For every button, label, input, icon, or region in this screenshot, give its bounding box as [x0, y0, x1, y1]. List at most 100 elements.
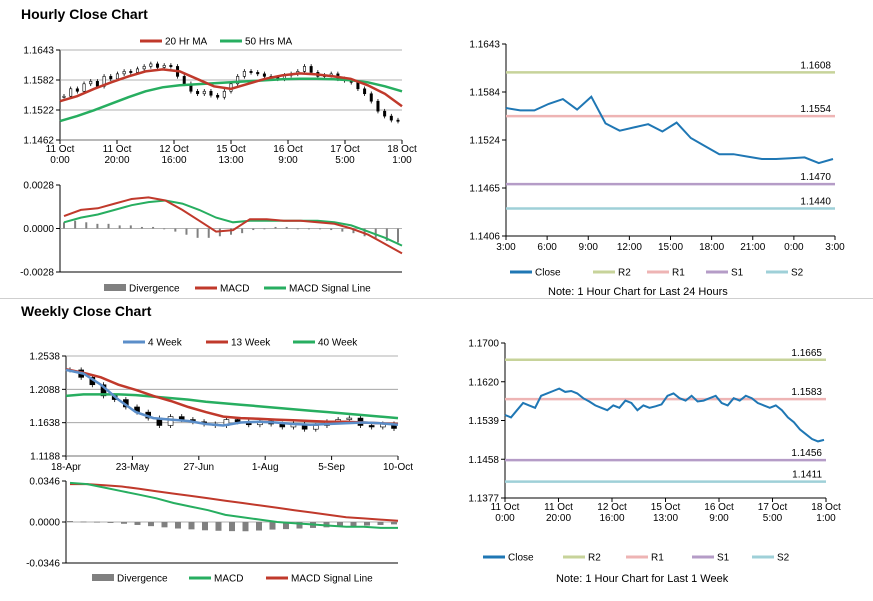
hourly-price-x-tick-label: 11 Oct [46, 144, 75, 155]
weekly-macd-divergence-bar [269, 522, 276, 530]
weekly-macd-signal-line [70, 483, 399, 522]
legend-hourly-macd-label: MACD [220, 284, 249, 295]
weekly-price-y-tick-label: 1.2538 [29, 352, 60, 363]
weekly-macd-divergence-bar [296, 522, 303, 529]
h24-level-label-s1: 1.1470 [800, 172, 831, 183]
hourly-section-title: Hourly Close Chart [21, 6, 148, 22]
hourly-price-candle-body [222, 90, 226, 98]
weekly-40w-line [65, 393, 399, 420]
legend-w1-r2-label: R2 [588, 553, 601, 564]
weekly-macd-divergence-bar [256, 522, 262, 531]
w1-x-tick-label: 1:00 [816, 513, 836, 524]
weekly-macd-divergence-bar [215, 522, 222, 531]
hourly-macd-divergence-bar [341, 228, 344, 232]
w1-close-line [504, 387, 825, 443]
weekly-price-y-tick-label: 1.1638 [29, 418, 60, 429]
h24-y-tick-label: 1.1465 [469, 184, 500, 195]
legend-h24-r1-label: R1 [672, 268, 685, 279]
hourly-macd-divergence-bar [252, 228, 255, 231]
w1-y-tick-label: 1.1458 [468, 455, 499, 466]
hourly-price-candle-body [309, 66, 313, 73]
hourly-macd-divergence-bar [163, 228, 166, 230]
hourly-price-candle-body [129, 71, 133, 73]
weekly-macd-divergence-bar [107, 522, 114, 523]
weekly-macd-divergence-bar [121, 522, 127, 524]
weekly-macd-divergence-bar [175, 522, 181, 529]
w1-x-tick-label: 16:00 [599, 513, 624, 524]
section-divider [0, 298, 873, 299]
legend-weekly-divergence-swatch [92, 574, 114, 581]
note-24h: Note: 1 Hour Chart for Last 24 Hours [548, 286, 728, 298]
h24-y-tick-label: 1.1406 [469, 232, 500, 243]
hourly-price-candle-body [376, 100, 380, 112]
hourly-macd-divergence-bar [118, 225, 121, 229]
hourly-ma50-line [59, 77, 403, 123]
w1-x-tick-label: 17 Oct [758, 502, 788, 513]
h24-y-tick-label: 1.1643 [469, 40, 500, 51]
h24-x-tick-label: 15:00 [658, 242, 683, 253]
hourly-macd-divergence-bar [374, 228, 377, 238]
w1-level-label-r2: 1.1665 [791, 348, 822, 359]
hourly-price-x-tick-label: 13:00 [218, 155, 243, 166]
weekly-macd-divergence-bar [134, 522, 141, 525]
legend-h24-s2-label: S2 [791, 268, 804, 279]
h24-level-label-r1: 1.1554 [800, 104, 831, 115]
hourly-price-candle-body [75, 88, 79, 92]
weekly-price-candle-body [312, 425, 319, 430]
note-1w: Note: 1 Hour Chart for Last 1 Week [556, 573, 729, 585]
hourly-price-x-tick-label: 9:00 [278, 155, 298, 166]
hourly-price-candle-body [69, 88, 73, 97]
hourly-macd-divergence-bar [96, 223, 99, 229]
legend-weekly-13w-label: 13 Week [231, 338, 271, 349]
legend-hourly-ma50-label: 50 Hrs MA [245, 37, 293, 48]
hourly-price-candle-body [236, 76, 240, 85]
hourly-price-x-tick-label: 17 Oct [330, 144, 360, 155]
hourly-macd-divergence-bar [207, 228, 210, 238]
weekly-macd-divergence-bar [377, 522, 384, 525]
hourly-price-x-tick-label: 16 Oct [273, 144, 303, 155]
weekly-price-x-tick-label: 23-May [116, 462, 149, 473]
hourly-macd-y-tick-label: -0.0028 [20, 268, 54, 279]
weekly-macd-y-tick-label: -0.0346 [26, 559, 60, 570]
h24-x-tick-label: 6:00 [537, 242, 557, 253]
w1-x-tick-label: 9:00 [709, 513, 729, 524]
w1-y-tick-label: 1.1620 [468, 377, 499, 388]
weekly-macd-divergence-bar [242, 522, 249, 532]
h24-x-tick-label: 21:00 [740, 242, 765, 253]
hourly-macd-y-tick-label: 0.0028 [23, 181, 54, 192]
hourly-price-candle-body [135, 68, 139, 73]
hourly-price-y-tick-label: 1.1462 [23, 136, 54, 147]
hourly-macd-divergence-bar [307, 228, 310, 230]
hourly-price-candle-body [209, 90, 213, 96]
weekly-price-y-tick-label: 1.1188 [30, 452, 60, 463]
hourly-macd-divergence-bar [241, 228, 244, 234]
w1-level-label-s2: 1.1411 [792, 470, 822, 481]
w1-x-tick-label: 11 Oct [544, 502, 573, 513]
w1-x-tick-label: 11 Oct [491, 502, 520, 513]
hourly-price-candle-body [149, 63, 153, 67]
hourly-price-y-tick-label: 1.1582 [23, 76, 54, 87]
hourly-price-candle-body [95, 81, 99, 87]
hourly-macd-divergence-bar [296, 228, 299, 230]
hourly-price-candle-body [196, 90, 200, 95]
hourly-macd-signal-line [63, 199, 403, 247]
weekly-macd-divergence-bar [283, 522, 289, 530]
w1-x-tick-label: 5:00 [763, 513, 783, 524]
weekly-price-x-tick-label: 5-Sep [318, 462, 345, 473]
hourly-macd-line [63, 196, 403, 255]
hourly-price-candle-body [202, 90, 206, 95]
h24-x-tick-label: 3:00 [825, 242, 845, 253]
hourly-price-candle-body [242, 71, 246, 77]
legend-h24-close-label: Close [535, 268, 561, 279]
legend-hourly-divergence-label: Divergence [129, 284, 180, 295]
hourly-price-candle-body [115, 73, 119, 80]
hourly-price-candle-body [142, 66, 146, 70]
hourly-macd-divergence-bar [330, 228, 333, 231]
h24-level-label-s2: 1.1440 [800, 196, 831, 207]
w1-x-tick-label: 0:00 [495, 513, 515, 524]
hourly-price-candle-body [156, 63, 160, 68]
legend-weekly-4w-label: 4 Week [148, 338, 183, 349]
hourly-price-candle-body [363, 88, 367, 95]
legend-weekly-macd-label: MACD [214, 574, 243, 585]
